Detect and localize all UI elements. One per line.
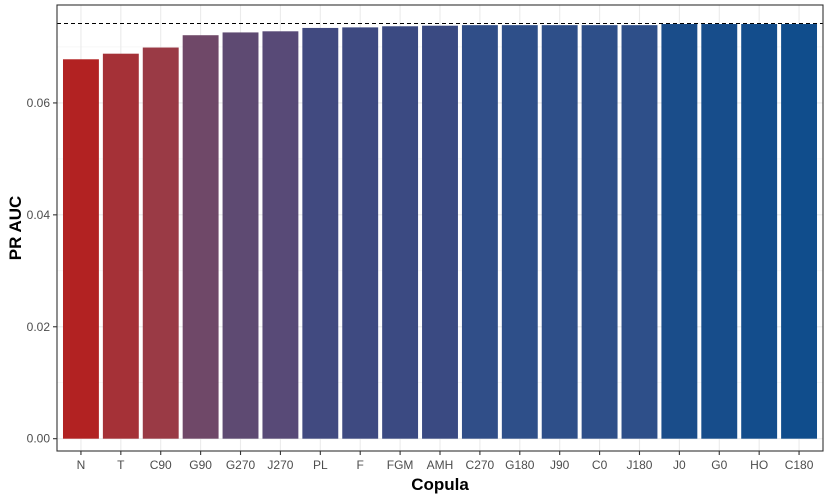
x-tick-label: G90 [189,458,212,472]
bar-pl [302,27,339,439]
y-tick-label: 0.06 [27,96,51,110]
bar-t [102,53,139,439]
y-tick-label: 0.00 [27,432,51,446]
bar-j0 [661,24,698,439]
x-tick-label: C270 [466,458,495,472]
x-tick-label: AMH [427,458,454,472]
x-tick-label: J90 [550,458,570,472]
bar-g180 [501,25,538,439]
x-tick-label: PL [313,458,328,472]
bar-j180 [621,25,658,439]
x-tick-label: G270 [226,458,256,472]
x-tick-label: FGM [387,458,414,472]
x-tick-label: C0 [592,458,608,472]
y-axis-ticks: 0.00 0.02 0.04 0.06 [27,96,57,446]
bar-f [342,27,379,439]
y-axis-title: PR AUC [6,196,25,261]
x-tick-label: J180 [626,458,652,472]
x-tick-label: F [357,458,364,472]
bar-ho [741,24,778,439]
x-axis-ticks: N T C90 G90 G270 J270 PL F FGM AMH C270 G180 J90 C0 J1… [77,451,814,472]
bar-n [62,59,99,439]
bar-g0 [701,24,738,439]
y-tick-label: 0.02 [27,320,51,334]
bar-amh [422,25,458,439]
x-tick-label: G180 [505,458,535,472]
bar-c0 [581,25,618,439]
bars [62,24,818,439]
bar-g90 [182,35,219,439]
bar-g270 [222,32,259,439]
x-tick-label: T [117,458,125,472]
x-tick-label: N [77,458,86,472]
bar-c180 [781,24,818,439]
bar-j90 [541,25,578,439]
x-tick-label: G0 [711,458,727,472]
x-tick-label: C180 [785,458,814,472]
x-tick-label: C90 [150,458,172,472]
y-tick-label: 0.04 [27,208,51,222]
bar-c90 [142,47,179,439]
x-tick-label: J270 [267,458,293,472]
x-axis-title: Copula [411,475,469,494]
bar-j270 [262,31,299,439]
bar-c270 [461,25,498,439]
x-tick-label: J0 [673,458,686,472]
bar-fgm [382,26,419,439]
x-tick-label: HO [750,458,768,472]
